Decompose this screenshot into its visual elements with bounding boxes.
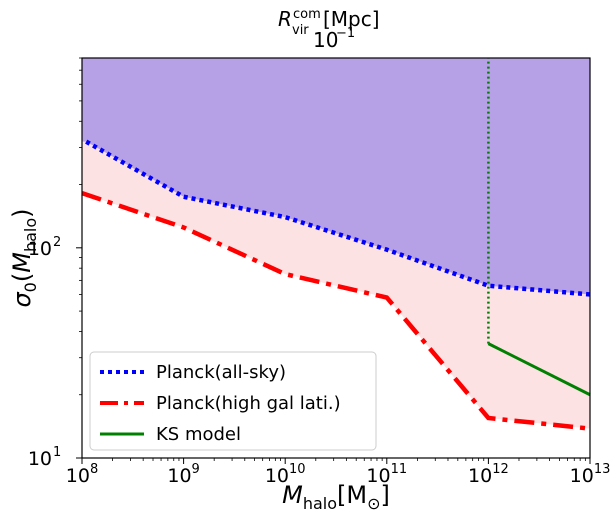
series-line-2 xyxy=(487,342,591,397)
y-tick-exponent: 2 xyxy=(53,235,61,250)
legend: Planck(all-sky) Planck(high gal lati.) K… xyxy=(89,351,377,451)
legend-label-all-sky: Planck(all-sky) xyxy=(156,362,286,383)
series-lines xyxy=(81,58,591,431)
y-tick-exponent: 1 xyxy=(53,445,61,460)
y-axis-label: σ0(Mhalo) xyxy=(8,208,40,307)
x-tick-label: 1012 xyxy=(468,462,509,487)
y-tick-label: 10 xyxy=(28,238,52,260)
region-high-lat xyxy=(82,141,590,429)
svg-text:com: com xyxy=(293,7,321,22)
legend-label-high-lat: Planck(high gal lati.) xyxy=(156,393,341,414)
svg-text:σ0(Mhalo): σ0(Mhalo) xyxy=(8,208,40,307)
svg-text:−1: −1 xyxy=(336,26,355,41)
series-line-1 xyxy=(81,191,591,431)
region-all-sky xyxy=(82,58,590,295)
plot-frame xyxy=(81,57,591,459)
svg-text:10: 10 xyxy=(313,28,338,52)
legend-label-ks-model: KS model xyxy=(156,424,241,445)
x-tick-label: 1011 xyxy=(366,462,407,487)
shaded-regions xyxy=(82,58,590,429)
svg-text:[Mpc]: [Mpc] xyxy=(323,7,380,31)
x-tick-label: 1013 xyxy=(570,462,611,487)
y-tick-label: 10 xyxy=(28,448,52,470)
x-tick-label: 109 xyxy=(167,462,199,487)
svg-text:R: R xyxy=(278,7,292,31)
top-axis-label: R com vir [Mpc] xyxy=(278,7,380,38)
x-axis-label: Mhalo[M⊙] xyxy=(282,481,390,510)
x-tick-label: 1010 xyxy=(265,462,306,487)
svg-text:vir: vir xyxy=(292,23,309,38)
svg-text:Mhalo[M⊙]: Mhalo[M⊙] xyxy=(282,481,390,510)
top-axis-tick: 10 −1 xyxy=(313,26,355,52)
x-tick-label: 108 xyxy=(66,462,98,487)
legend-box xyxy=(89,351,377,451)
